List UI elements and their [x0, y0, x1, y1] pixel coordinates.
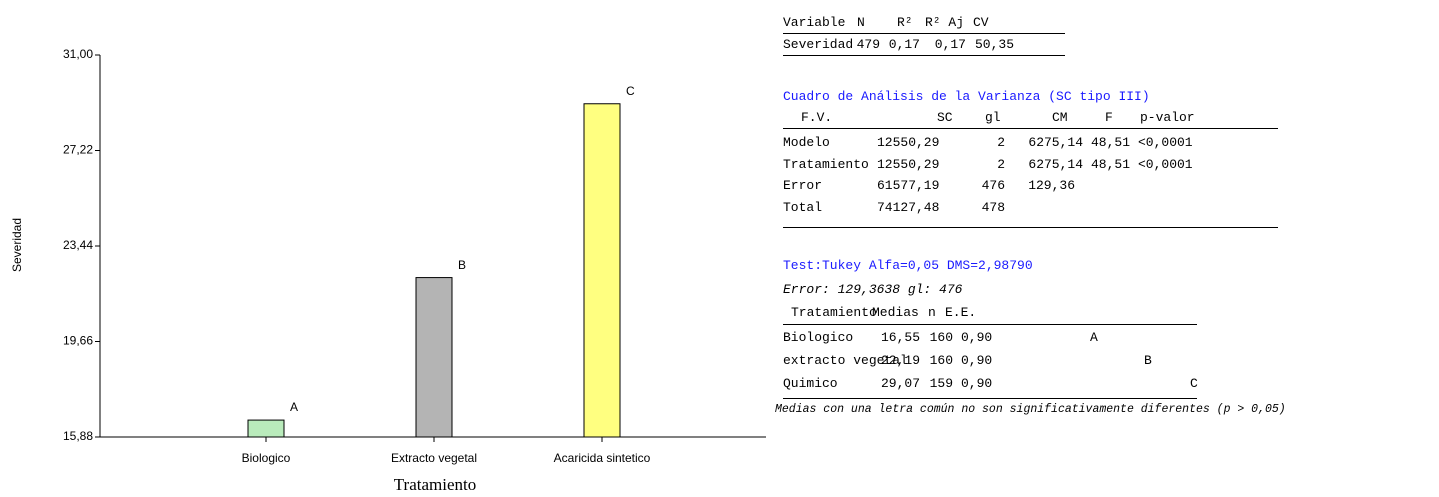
y-tick-label: 27,22: [63, 143, 93, 157]
cell: 61577,19: [877, 178, 940, 193]
cell: 74127,48: [877, 199, 940, 215]
rule: [783, 324, 1197, 325]
header-cell: R² Aj: [925, 15, 965, 30]
rule: [783, 55, 1065, 56]
x-tick-label: Biologico: [242, 451, 291, 465]
cell: C: [1190, 376, 1198, 391]
cell: 12550,29: [877, 156, 940, 172]
cell: 129,36: [1028, 178, 1075, 193]
cell: extracto vegetal: [783, 353, 908, 368]
header-cell: F.V.: [801, 110, 833, 125]
rule: [783, 227, 1278, 228]
cell: 0,90: [961, 353, 993, 368]
cell: 2: [997, 135, 1005, 150]
cell: 6275,14: [1028, 156, 1083, 172]
header-cell: R²: [897, 15, 913, 30]
header-cell: CM: [1052, 110, 1068, 125]
cell: 159: [929, 376, 953, 391]
header-cell: n: [928, 305, 936, 320]
cell: Error: [783, 178, 823, 193]
cell: 160: [929, 353, 953, 368]
cell: A: [1090, 330, 1098, 345]
cell: 479: [856, 37, 880, 52]
header-cell: gl: [985, 110, 1001, 125]
x-tick-label: Extracto vegetal: [391, 451, 477, 465]
cell: 0,17: [934, 37, 966, 52]
cell: Severidad: [783, 37, 854, 52]
cell: 50,35: [974, 37, 1014, 52]
header-cell: Medias: [872, 305, 919, 320]
rule: [783, 33, 1065, 34]
header-cell: SC: [937, 110, 953, 125]
header-cell: Variable: [783, 15, 846, 30]
cell: 2: [997, 156, 1005, 172]
header-cell: F: [1105, 110, 1113, 125]
cell: B: [1144, 353, 1152, 368]
x-tick-label: Acaricida sintetico: [554, 451, 651, 465]
annotation: A: [290, 400, 298, 414]
cell: <0,0001: [1138, 156, 1193, 172]
cell: 0,90: [961, 330, 993, 345]
header-cell: CV: [973, 15, 989, 30]
annotation: C: [626, 84, 635, 98]
header-cell: Tratamiento: [791, 305, 877, 320]
cell: 0,17: [888, 37, 920, 52]
table-title: Cuadro de Análisis de la Varianza (SC ti…: [783, 89, 1150, 104]
cell: 478: [981, 199, 1005, 215]
y-tick-label: 19,66: [63, 334, 93, 348]
footnote: Medias con una letra común no son signif…: [775, 403, 1286, 416]
y-tick-label: 31,00: [63, 47, 93, 61]
y-tick-label: 23,44: [63, 238, 93, 252]
cell: 16,55: [880, 330, 920, 345]
rule: [783, 128, 1278, 129]
cell: 160: [929, 330, 953, 345]
table-title: Test:Tukey Alfa=0,05 DMS=2,98790: [783, 258, 1033, 273]
cell: 12550,29: [877, 135, 940, 150]
bar: [247, 419, 285, 438]
cell: Biologico: [783, 330, 854, 345]
cell: <0,0001: [1138, 135, 1193, 150]
cell: 48,51: [1090, 156, 1130, 172]
header-cell: E.E.: [945, 305, 977, 320]
y-axis-label: Severidad: [10, 218, 24, 272]
bar: [583, 103, 621, 438]
cell: Tratamiento: [783, 156, 869, 172]
cell: Total: [783, 199, 823, 215]
bar: [415, 277, 453, 438]
rule: [783, 398, 1197, 399]
chart: Severidad Tratamiento 15,88 19,66 23,44 27,…: [10, 47, 766, 494]
cell: Quimico: [783, 376, 838, 391]
annotation: B: [458, 258, 466, 272]
cell: 476: [981, 178, 1005, 193]
cell: 22,19: [880, 353, 920, 368]
x-axis-label: Tratamiento: [394, 475, 476, 494]
y-tick-label: 15,88: [63, 429, 93, 443]
cell: 6275,14: [1028, 135, 1083, 150]
cell: 29,07: [880, 376, 920, 391]
cell: Modelo: [783, 135, 830, 150]
cell: 48,51: [1090, 135, 1130, 150]
header-cell: N: [857, 15, 865, 30]
cell: 0,90: [961, 376, 993, 391]
header-cell: p-valor: [1140, 110, 1195, 125]
error-line: Error: 129,3638 gl: 476: [783, 282, 963, 297]
